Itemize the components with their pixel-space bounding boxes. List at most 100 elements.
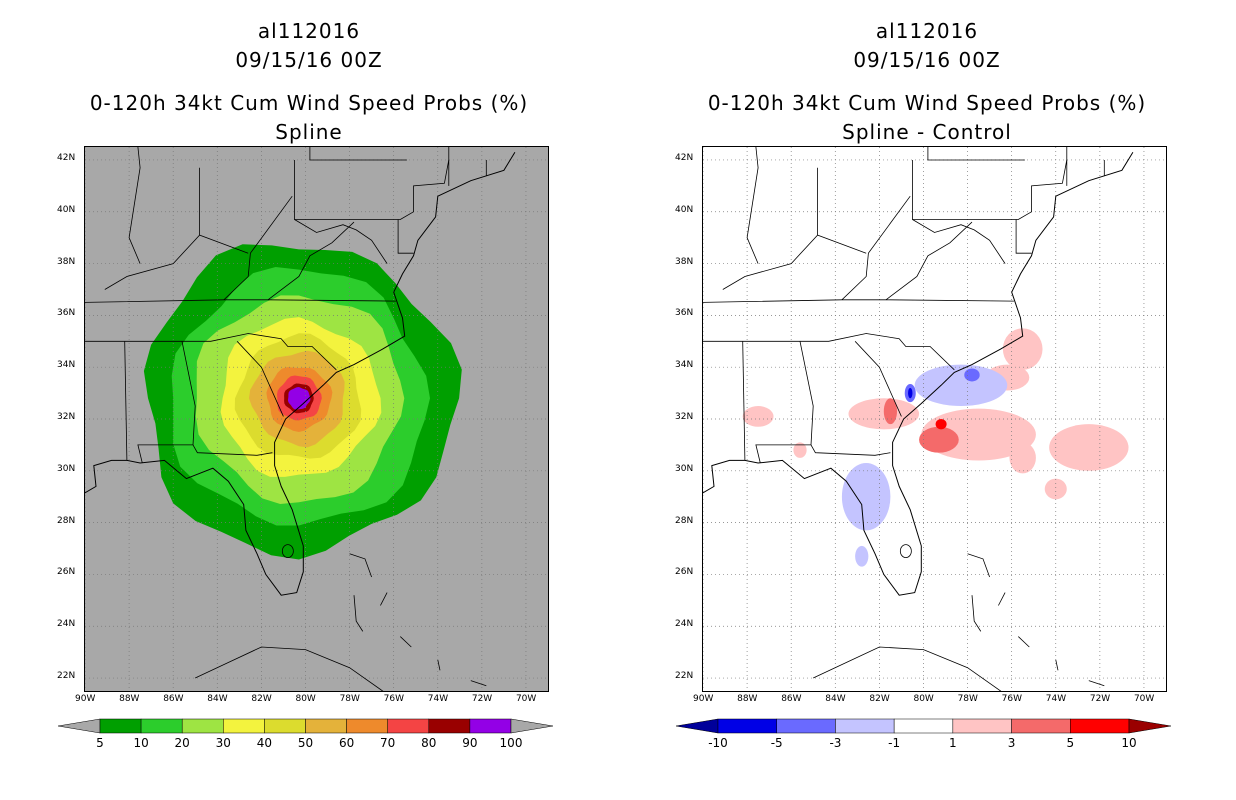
lat-tick-label: 38N	[57, 256, 76, 267]
island-outline	[971, 595, 982, 632]
lat-tick-label: 32N	[57, 412, 76, 422]
lon-tick-label: 78W	[339, 694, 360, 704]
colorbar-label: 5	[1066, 736, 1075, 750]
colorbar-box	[264, 718, 306, 734]
lat-tick-label: 24N	[57, 619, 76, 630]
chart-title: 0-120h 34kt Cum Wind Speed Probs (%)	[707, 91, 1147, 115]
lon-tick-label: 88W	[737, 694, 758, 704]
lon-tick-label: 82W	[251, 694, 272, 704]
lon-tick-label: 76W	[1001, 694, 1023, 704]
colorbar-label: 1	[949, 736, 957, 750]
region-17	[908, 387, 913, 399]
colorbar: -10 -5 -3 -1 1 3 5 10	[675, 716, 1172, 756]
lat-tick-label: 26N	[675, 567, 694, 578]
lat-tick-label: 34N	[675, 360, 694, 371]
region-12	[914, 364, 1008, 407]
forecast-datetime: 09/15/16 00Z	[235, 48, 383, 72]
lat-tick-label: 36N	[675, 308, 694, 319]
region-0	[848, 398, 920, 430]
colorbar-low-arrow	[675, 718, 719, 734]
spline-panel: al112016 09/15/16 00Z 0-120h 34kt Cum Wi…	[57, 19, 554, 756]
lon-tick-label: 78W	[957, 694, 978, 704]
colorbar-box	[952, 718, 1012, 734]
lat-tick-label: 42N	[57, 152, 76, 163]
region-10	[883, 398, 898, 425]
colorbar-label: 5	[96, 736, 104, 750]
colorbar-box	[1070, 718, 1130, 734]
island-outline	[349, 553, 372, 578]
state-border	[742, 341, 746, 461]
colorbar: 5 10 20 30 40 50 60 70 80 90 100	[57, 716, 554, 756]
colorbar-box	[428, 718, 471, 734]
lon-tick-label: 84W	[825, 694, 846, 704]
chart-subtitle: Spline - Control	[842, 120, 1012, 144]
lon-tick-label: 84W	[207, 694, 228, 704]
region-4	[1049, 424, 1129, 471]
lat-tick-label: 30N	[675, 463, 694, 474]
chart-subtitle: Spline	[275, 120, 343, 144]
contour-90	[287, 387, 311, 410]
state-border	[746, 147, 759, 264]
state-border	[1015, 219, 1032, 254]
region-11	[935, 419, 947, 430]
lon-tick-label: 74W	[427, 694, 449, 704]
colorbar-boxes	[675, 718, 1172, 734]
state-border	[854, 341, 902, 417]
island-outline	[380, 592, 388, 606]
lake-okeechobee	[281, 544, 294, 558]
colorbar-label: -10	[708, 736, 728, 750]
state-border	[267, 221, 355, 301]
colorbar-box	[893, 718, 954, 734]
state-border	[927, 147, 1025, 161]
colorbar-label: 10	[133, 736, 149, 750]
island-outline	[437, 659, 441, 671]
colorbar-box	[223, 718, 265, 734]
region-13	[841, 463, 891, 531]
lon-tick-label: 76W	[383, 694, 405, 704]
region-9	[919, 426, 959, 453]
colorbar-label: 10	[1121, 736, 1137, 750]
colorbar-box	[1011, 718, 1071, 734]
colorbar-box	[346, 718, 388, 734]
forecast-datetime: 09/15/16 00Z	[853, 48, 1001, 72]
state-border	[192, 444, 273, 456]
chart-title: 0-120h 34kt Cum Wind Speed Probs (%)	[89, 91, 529, 115]
storm-id: al112016	[257, 19, 361, 43]
lat-tick-label: 34N	[57, 360, 76, 371]
lon-tick-label: 88W	[119, 694, 140, 704]
map-canvas	[85, 147, 548, 691]
lat-tick-label: 28N	[57, 515, 76, 526]
state-border	[309, 147, 407, 161]
region-14	[855, 545, 869, 567]
colorbar-box	[181, 718, 224, 734]
state-border	[128, 147, 141, 264]
region-7	[742, 406, 774, 427]
state-border	[85, 299, 396, 303]
lat-tick-label: 32N	[675, 412, 694, 422]
island-outline	[400, 636, 412, 648]
island-outline	[195, 646, 384, 691]
lat-tick-label: 30N	[57, 463, 76, 474]
colorbar-high-arrow	[510, 718, 554, 734]
state-border	[294, 219, 388, 264]
lat-tick-label: 28N	[675, 515, 694, 526]
island-outline	[813, 646, 1002, 691]
state-border	[742, 333, 955, 371]
state-border	[236, 341, 284, 417]
island-outline	[967, 553, 990, 578]
probability-map	[84, 146, 549, 692]
colorbar-label: 80	[421, 736, 437, 750]
state-border	[124, 341, 128, 461]
colorbar-label: 90	[462, 736, 478, 750]
lat-tick-label: 42N	[675, 152, 694, 163]
state-border	[722, 234, 867, 290]
lon-tick-label: 86W	[781, 694, 802, 704]
lat-tick-label: 36N	[57, 308, 76, 319]
map-canvas	[703, 147, 1166, 691]
island-outline	[998, 592, 1006, 606]
colorbar-label: 100	[499, 736, 523, 750]
difference-map	[702, 146, 1167, 692]
lat-tick-label: 22N	[57, 671, 76, 682]
colorbar-label: 50	[297, 736, 314, 750]
colorbar-label: -3	[829, 736, 842, 750]
